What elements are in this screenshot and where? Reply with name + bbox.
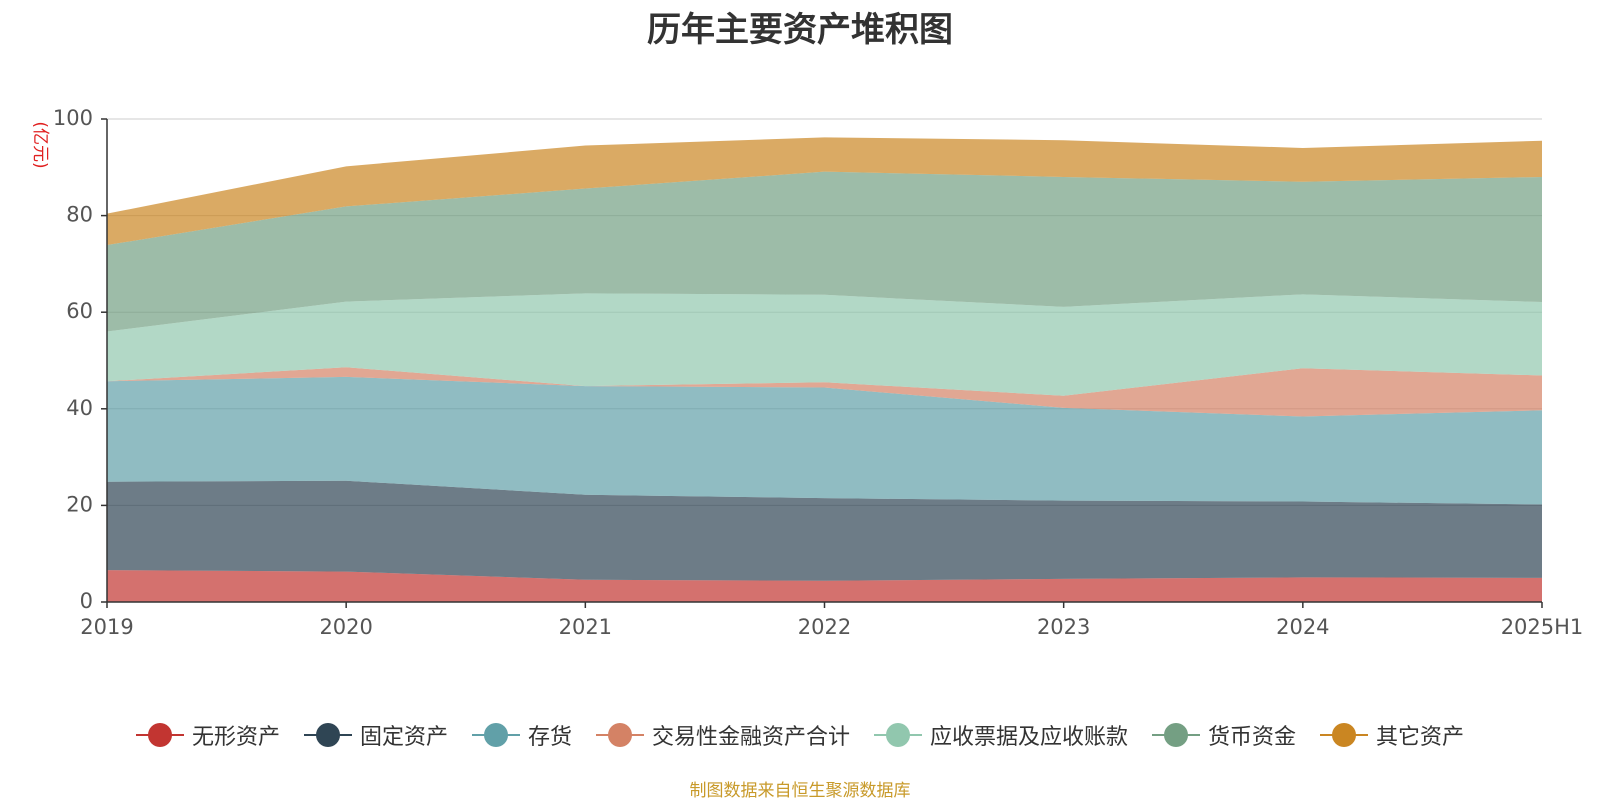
area-series (107, 137, 1542, 602)
legend-item[interactable]: 固定资产 (303, 719, 448, 751)
y-tick-label: 0 (80, 589, 93, 613)
y-tick-label: 100 (53, 106, 93, 130)
legend-dot (315, 723, 340, 747)
legend-label: 交易性金融资产合计 (651, 725, 850, 750)
area-series-3 (107, 367, 1542, 417)
y-axis-unit-label: (亿元) (30, 121, 50, 168)
y-axis-ticks: 0 20 40 60 80 100 (53, 106, 107, 613)
x-tick-label: 2023 (1037, 615, 1090, 639)
y-tick-label: 60 (66, 299, 93, 323)
legend-marker-icon (874, 723, 922, 747)
area-series-5 (107, 171, 1542, 332)
area-series-1 (107, 480, 1542, 581)
chart-legend: 无形资产 固定资产 存货 交易性金融资产合计 应收票据及应收账款 货币资金 其它资产 (0, 719, 1600, 751)
legend-dot (483, 723, 508, 747)
x-tick-label: 2024 (1276, 615, 1329, 639)
x-tick-label: 2020 (319, 615, 372, 639)
y-tick-label: 80 (66, 203, 93, 227)
x-axis-ticks: 2019 2020 2021 2022 2023 2024 2025H1 (80, 602, 1583, 639)
area-series-2 (107, 376, 1542, 505)
legend-label: 固定资产 (359, 725, 448, 750)
chart-title: 历年主要资产堆积图 (647, 10, 953, 50)
legend-dot (1164, 723, 1189, 747)
legend-item[interactable]: 其它资产 (1320, 719, 1464, 751)
legend-dot (607, 723, 632, 747)
y-tick-label: 20 (66, 492, 93, 516)
legend-marker-icon (471, 723, 520, 747)
legend-item[interactable]: 货币资金 (1152, 719, 1296, 751)
legend-label: 存货 (527, 725, 572, 750)
legend-marker-icon (135, 723, 184, 747)
legend-item[interactable]: 应收票据及应收账款 (874, 719, 1128, 751)
legend-label: 应收票据及应收账款 (930, 725, 1129, 750)
legend-marker-icon (1152, 723, 1201, 747)
legend-item[interactable]: 存货 (471, 719, 572, 751)
legend-item[interactable]: 无形资产 (135, 719, 280, 751)
x-tick-label: 2021 (559, 615, 612, 639)
legend-label: 无形资产 (191, 725, 280, 750)
legend-label: 货币资金 (1208, 725, 1297, 750)
x-tick-label: 2025H1 (1501, 615, 1584, 639)
legend-dot (1332, 723, 1357, 747)
legend-marker-icon (1320, 723, 1369, 747)
legend-label: 其它资产 (1376, 725, 1465, 750)
legend-dot (147, 723, 172, 747)
legend-marker-icon (595, 723, 644, 747)
area-series-0 (107, 570, 1542, 602)
legend-dot (886, 723, 910, 747)
area-series-6 (107, 137, 1542, 246)
legend-marker-icon (303, 723, 352, 747)
y-tick-label: 40 (66, 396, 93, 420)
source-note: 制图数据来自恒生聚源数据库 (689, 781, 911, 800)
area-series-4 (107, 293, 1542, 396)
x-tick-label: 2019 (80, 615, 133, 639)
x-tick-label: 2022 (798, 615, 851, 639)
legend-item[interactable]: 交易性金融资产合计 (595, 719, 850, 751)
